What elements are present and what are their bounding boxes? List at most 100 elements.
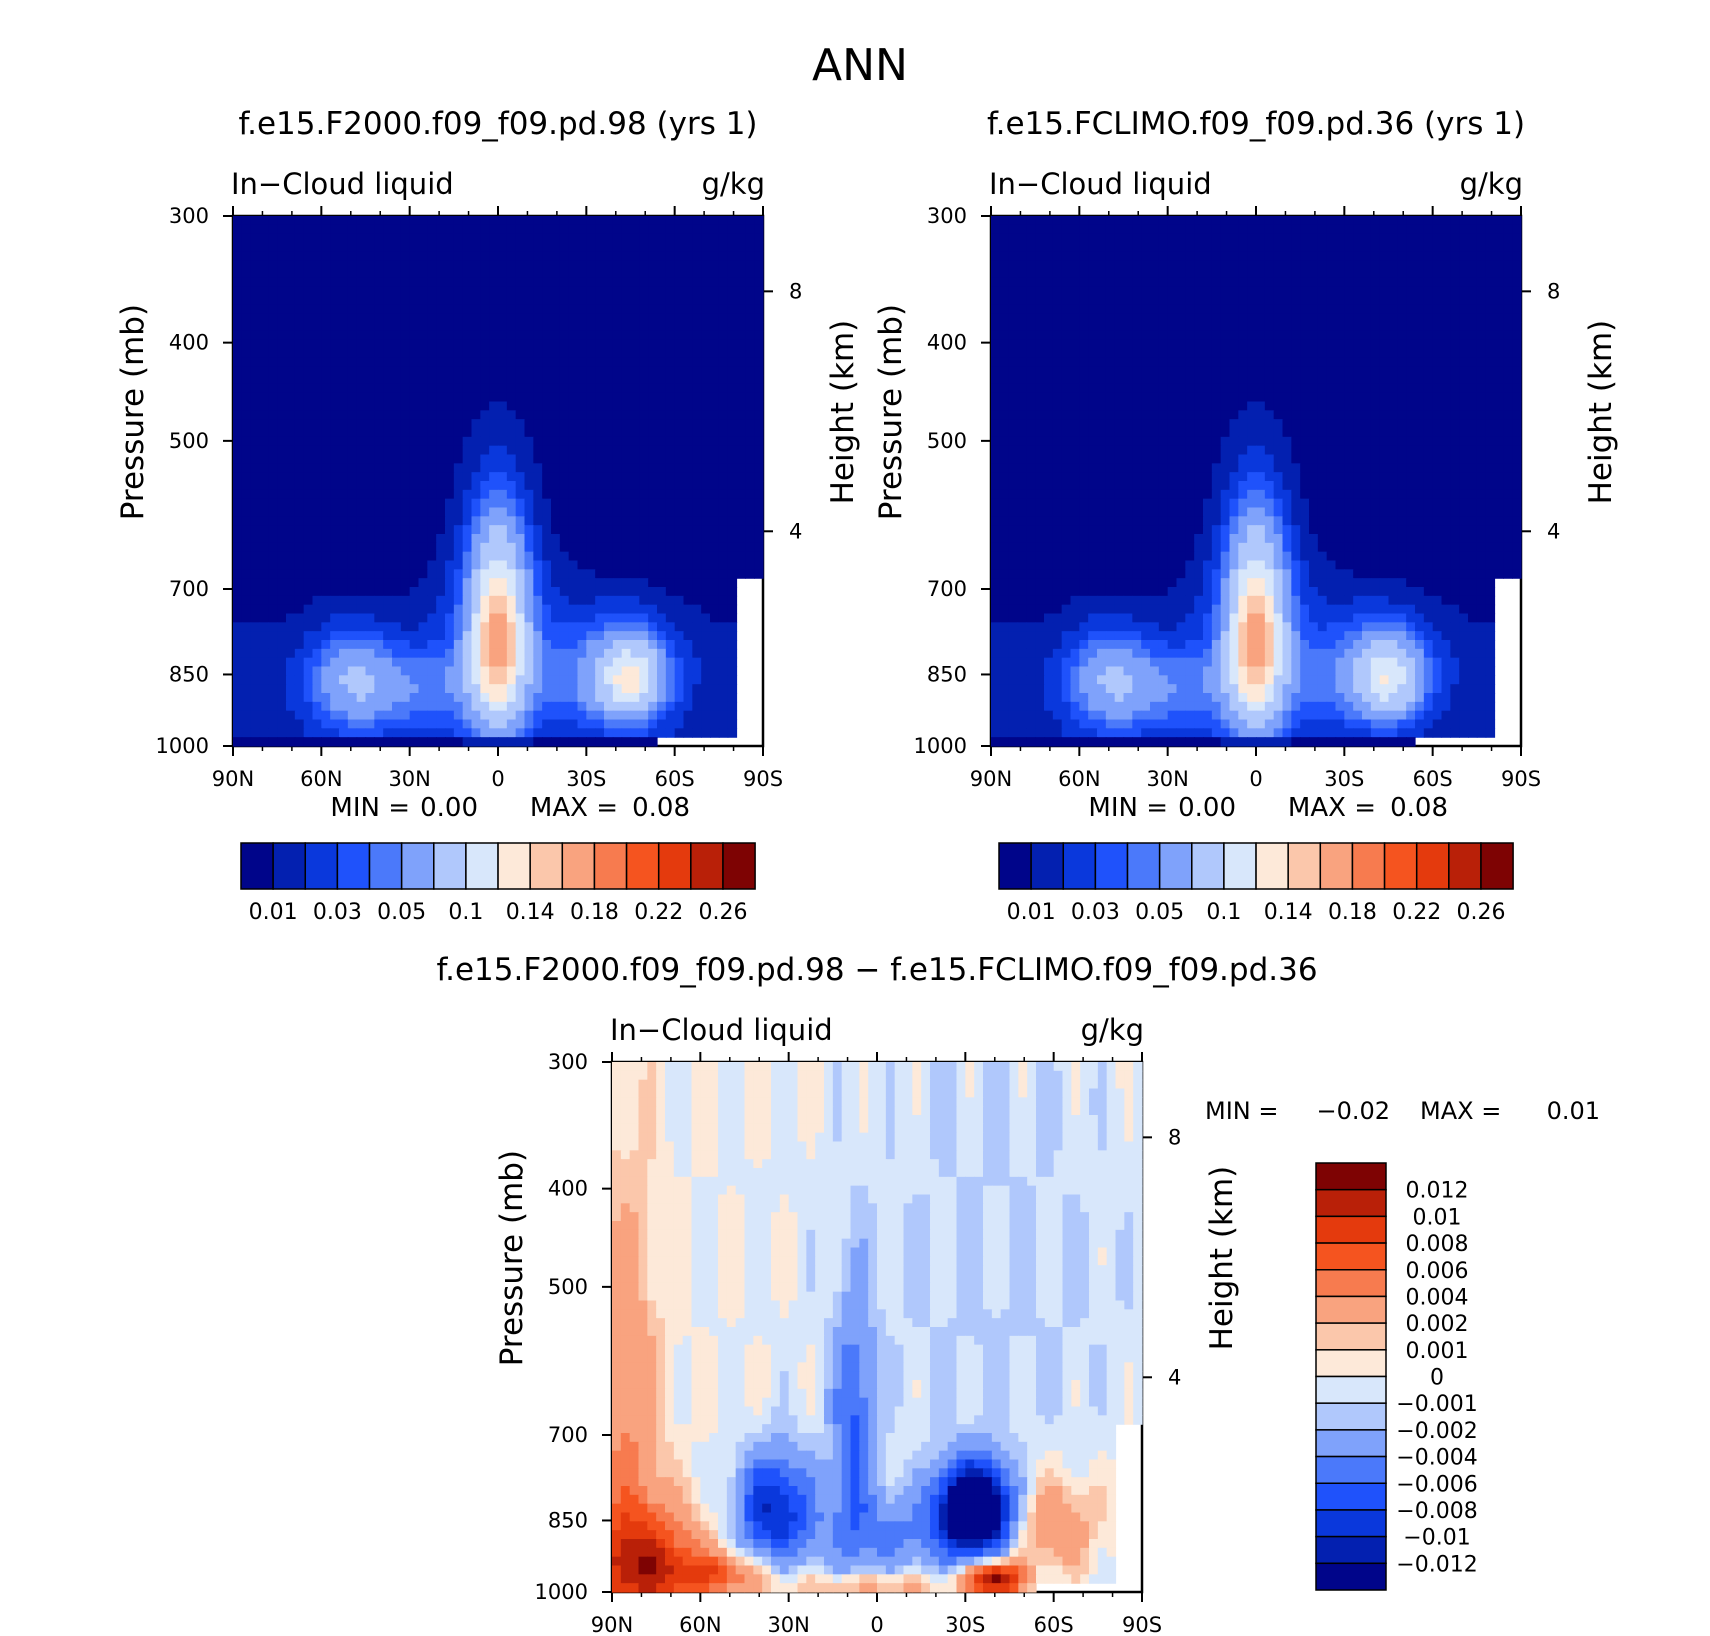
contour-cell	[533, 631, 543, 641]
contour-cell	[621, 525, 632, 535]
contour-cell	[1397, 260, 1407, 270]
contour-cell	[365, 560, 375, 570]
contour-cell	[1353, 348, 1363, 358]
contour-cell	[233, 507, 243, 517]
contour-cell	[489, 498, 499, 509]
contour-cell	[1406, 366, 1416, 376]
contour-cell	[533, 728, 543, 738]
contour-cell	[515, 728, 526, 738]
contour-cell	[268, 693, 278, 703]
contour-cell	[683, 357, 693, 367]
contour-cell	[745, 339, 755, 350]
contour-cell	[674, 595, 685, 606]
contour-cell	[1079, 339, 1089, 350]
contour-cell	[533, 392, 543, 403]
contour-cell	[1070, 277, 1080, 288]
contour-cell	[400, 233, 411, 244]
contour-cell	[1476, 242, 1487, 252]
contour-cell	[524, 587, 534, 597]
contour-cell	[506, 560, 517, 570]
contour-cell	[568, 242, 579, 252]
contour-cell	[524, 216, 534, 226]
contour-cell	[648, 578, 658, 588]
contour-cell	[586, 737, 596, 747]
contour-cell	[418, 401, 428, 411]
contour-cell	[657, 569, 667, 579]
contour-cell	[727, 313, 738, 323]
contour-cell	[1238, 233, 1248, 244]
contour-cell	[542, 666, 552, 676]
contour-cell	[1079, 375, 1089, 385]
contour-cell	[506, 516, 517, 526]
contour-cell	[1079, 216, 1089, 226]
contour-cell	[453, 666, 464, 676]
contour-cell	[453, 286, 464, 297]
contour-cell	[1406, 348, 1416, 358]
contour-cell	[462, 401, 473, 411]
contour-cell	[259, 436, 269, 447]
contour-cell	[1238, 286, 1248, 297]
contour-cell	[365, 233, 375, 244]
contour-cell	[621, 631, 632, 641]
contour-cell	[1052, 348, 1063, 358]
contour-cell	[392, 339, 402, 350]
contour-cell	[533, 551, 543, 562]
contour-cell	[736, 463, 746, 473]
contour-cell	[453, 640, 464, 650]
contour-cell	[339, 481, 349, 491]
contour-cell	[489, 489, 499, 500]
contour-cell	[648, 419, 658, 429]
contour-cell	[1273, 216, 1284, 226]
contour-cell	[639, 737, 649, 747]
contour-cell	[1441, 242, 1451, 252]
contour-cell	[1017, 330, 1027, 341]
contour-cell	[727, 428, 738, 438]
contour-cell	[312, 383, 322, 394]
contour-cell	[241, 666, 252, 676]
contour-cell	[480, 719, 490, 729]
contour-cell	[1088, 304, 1098, 314]
contour-cell	[991, 233, 1001, 244]
contour-cell	[268, 348, 278, 358]
contour-cell	[347, 260, 358, 270]
contour-cell	[665, 428, 676, 438]
contour-cell	[551, 560, 561, 570]
contour-cell	[268, 507, 278, 517]
contour-cell	[1512, 392, 1522, 403]
contour-cell	[683, 277, 693, 288]
contour-cell	[277, 313, 287, 323]
contour-cell	[577, 419, 587, 429]
contour-cell	[462, 339, 473, 350]
contour-cell	[595, 410, 605, 420]
contour-cell	[1353, 260, 1363, 270]
contour-cell	[286, 542, 296, 553]
contour-cell	[436, 728, 446, 738]
contour-cell	[427, 613, 437, 623]
contour-cell	[727, 481, 738, 491]
contour-cell	[604, 622, 614, 632]
contour-cell	[259, 534, 269, 544]
contour-cell	[383, 666, 393, 676]
contour-cell	[727, 657, 738, 668]
contour-cell	[1061, 224, 1072, 235]
contour-cell	[294, 693, 305, 703]
contour-cell	[612, 569, 623, 579]
contour-cell	[745, 401, 755, 411]
contour-cell	[692, 613, 702, 623]
contour-cell	[471, 595, 481, 606]
contour-cell	[1017, 286, 1027, 297]
colorbar-swatch	[1255, 842, 1289, 890]
contour-cell	[498, 693, 508, 703]
contour-cell	[471, 719, 481, 729]
contour-cell	[1335, 366, 1345, 376]
contour-cell	[294, 392, 305, 403]
contour-cell	[303, 666, 314, 676]
contour-cell	[533, 428, 543, 438]
contour-cell	[1326, 295, 1337, 305]
contour-cell	[1406, 216, 1416, 226]
contour-cell	[551, 251, 561, 261]
contour-cell	[683, 339, 693, 350]
contour-cell	[1432, 216, 1443, 226]
contour-cell	[489, 542, 499, 553]
contour-cell	[568, 357, 579, 367]
